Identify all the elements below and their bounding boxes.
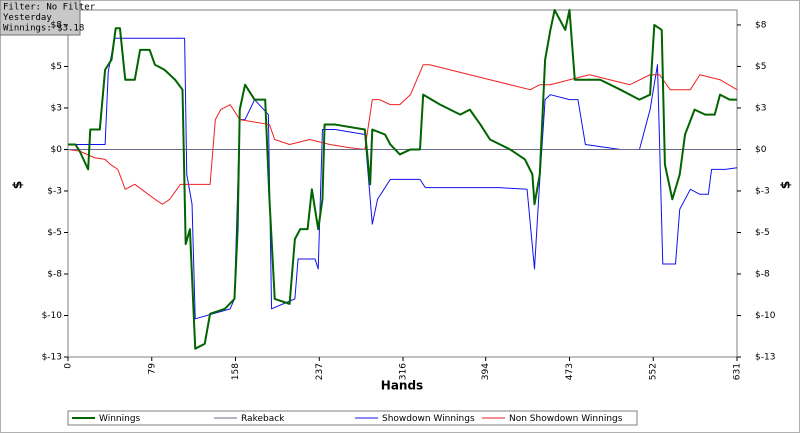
y-tick-label: $0 <box>51 145 63 155</box>
y2-tick-label: $-3 <box>755 186 770 196</box>
y-tick-label: $-13 <box>42 353 62 363</box>
y2-tick-label: $5 <box>755 62 766 72</box>
x-tick-label: 394 <box>481 363 491 380</box>
x-tick-label: 237 <box>315 363 325 380</box>
y-tick-label: $-3 <box>47 186 62 196</box>
x-tick-label: 316 <box>399 363 409 380</box>
filter-text: Winnings: $3.18 <box>3 24 84 34</box>
x-tick-label: 0 <box>64 363 74 369</box>
legend-label: Winnings <box>99 414 141 424</box>
x-tick-label: 473 <box>565 363 575 380</box>
legend-label: Showdown Winnings <box>382 414 475 424</box>
y2-tick-label: $8 <box>755 20 767 30</box>
series-line <box>68 9 737 350</box>
legend-label: Non Showdown Winnings <box>509 414 623 424</box>
filter-text: Yesterday <box>3 13 52 23</box>
x-tick-label: 79 <box>147 363 157 375</box>
y2-tick-label: $3 <box>755 103 766 113</box>
legend-label: Rakeback <box>241 414 285 424</box>
y2-axis-label: $ <box>779 181 793 189</box>
y-tick-label: $-5 <box>47 228 62 238</box>
plot-area <box>67 9 738 358</box>
y-tick-label: $-8 <box>47 269 62 279</box>
y-tick-label: $8 <box>51 20 63 30</box>
filter-box <box>0 0 81 36</box>
y-tick-label: $5 <box>51 62 62 72</box>
y2-tick-label: $-13 <box>755 353 775 363</box>
filter-text: Filter: No Filter <box>3 3 96 13</box>
x-tick-label: 631 <box>733 363 743 380</box>
y2-tick-label: $-10 <box>755 311 776 321</box>
legend <box>67 410 638 426</box>
x-tick-label: 158 <box>231 363 241 380</box>
y2-tick-label: $-8 <box>755 269 770 279</box>
x-axis-label: Hands <box>381 379 423 393</box>
y2-tick-label: $-5 <box>755 228 770 238</box>
y-axis-label: $ <box>11 181 25 189</box>
series-line <box>68 37 738 320</box>
y-tick-label: $3 <box>51 103 62 113</box>
y2-tick-label: $0 <box>755 145 767 155</box>
series-line <box>67 64 738 205</box>
x-tick-label: 552 <box>649 363 659 380</box>
y-tick-label: $-10 <box>42 311 63 321</box>
